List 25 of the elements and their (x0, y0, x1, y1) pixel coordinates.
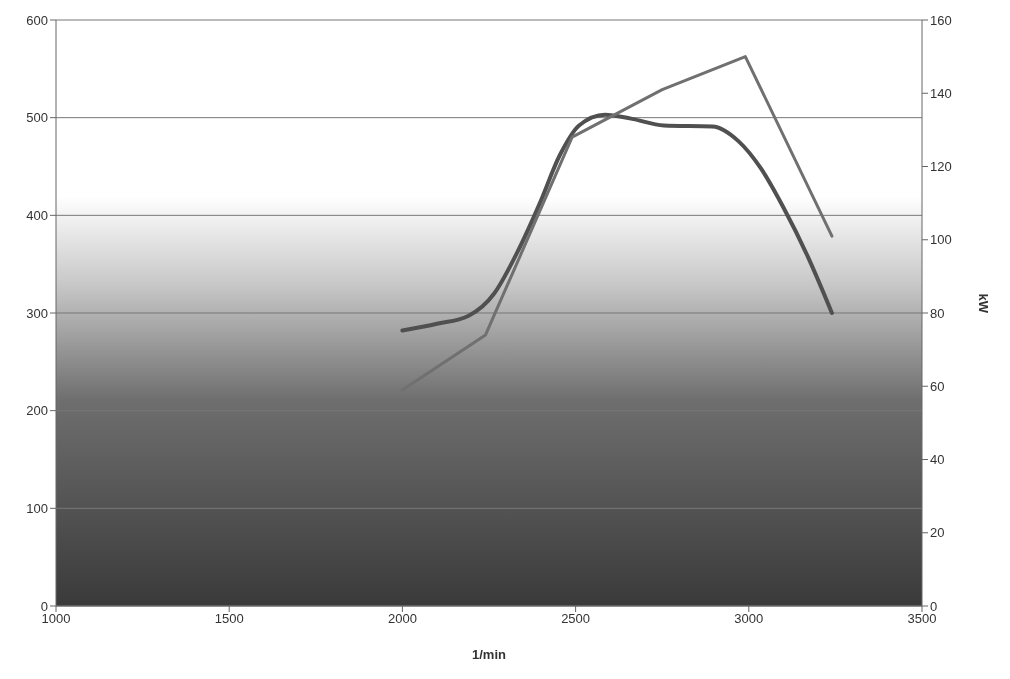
y2-tick-label: 120 (930, 159, 952, 175)
x-axis-title: 1/min (472, 647, 507, 662)
x-tick-label: 1500 (214, 611, 244, 627)
y-tick-label: 200 (26, 403, 48, 419)
y2-tick-label: 100 (930, 232, 952, 248)
line-series (400, 112, 834, 333)
y-tick-label: 100 (26, 500, 48, 516)
x-tick-label: 3500 (907, 611, 937, 627)
y2-tick-label: 0 (930, 598, 938, 614)
y-tick-label: 300 (26, 305, 48, 321)
y2-tick-label: 80 (930, 305, 945, 321)
x-tick-label: 3000 (734, 611, 764, 627)
y2-tick-label: 140 (930, 85, 952, 101)
y2-axis-title: kW (976, 293, 992, 314)
y-tick-label: 400 (26, 207, 48, 223)
x-tick-label: 2500 (561, 611, 591, 627)
x-tick-label: 1000 (41, 611, 71, 627)
x-tick-label: 2000 (387, 611, 417, 627)
y2-tick-label: 20 (930, 525, 945, 541)
y-tick-label: 600 (26, 12, 48, 28)
y-tick-label: 0 (40, 598, 48, 614)
y2-tick-label: 160 (930, 12, 952, 28)
y2-tick-label: 60 (930, 378, 945, 394)
y-tick-label: 500 (26, 110, 48, 126)
y2-tick-label: 40 (930, 452, 945, 468)
